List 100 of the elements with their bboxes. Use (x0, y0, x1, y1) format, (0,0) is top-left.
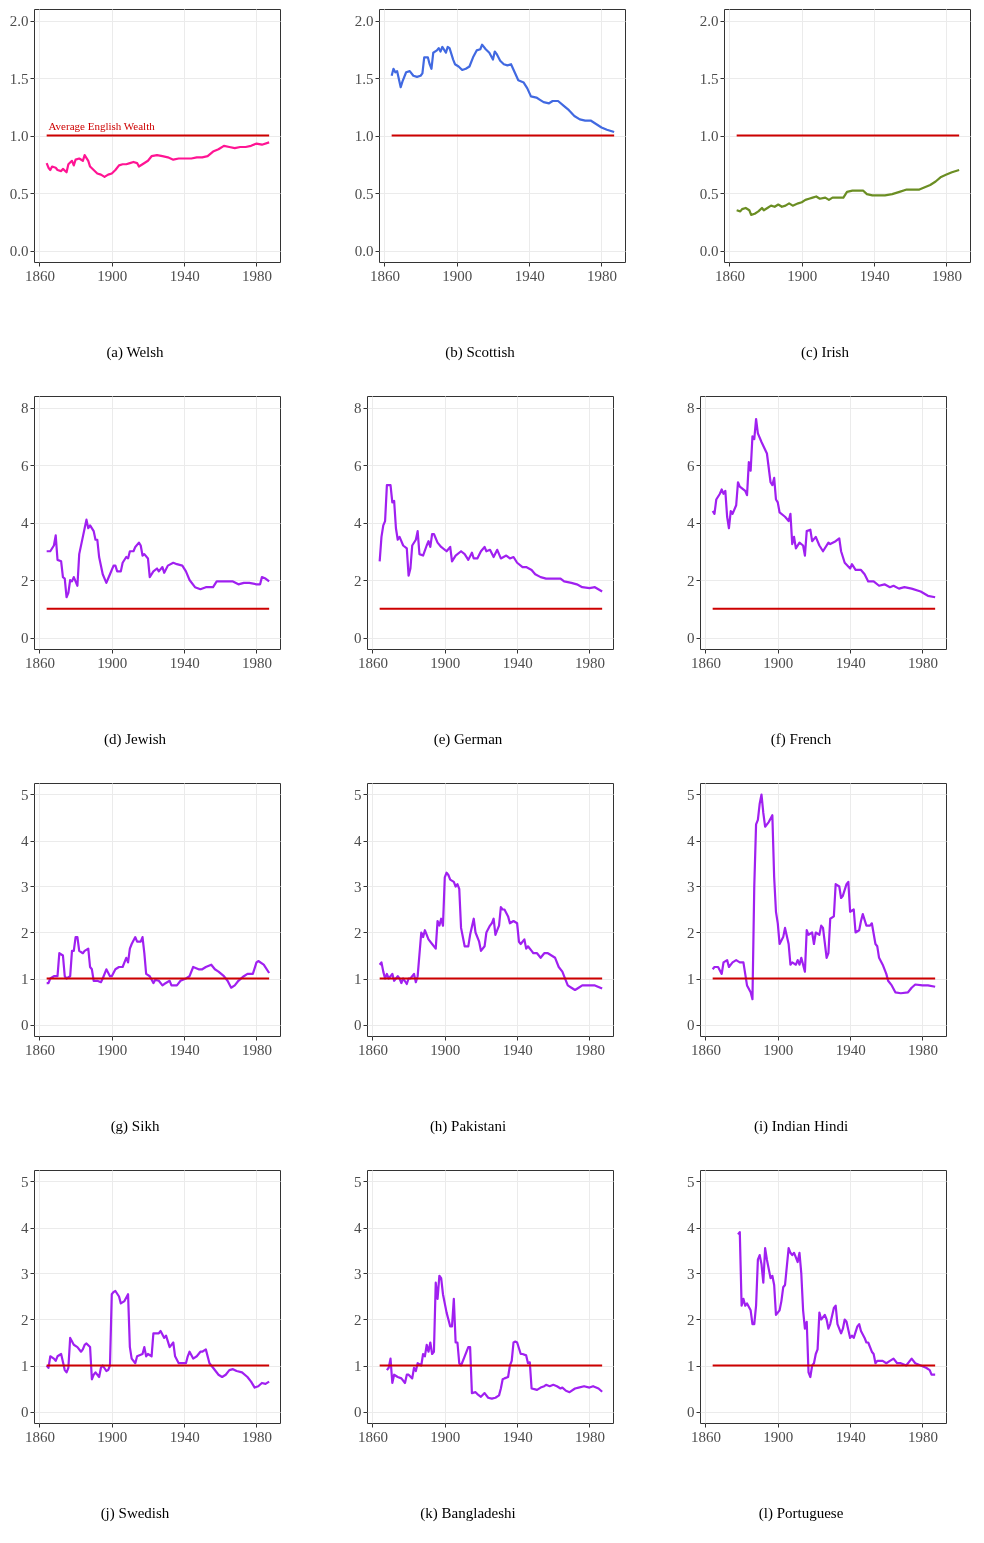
y-tick-label: 1 (687, 1358, 695, 1374)
y-tick-label: 0.5 (699, 185, 719, 202)
text: (h) Pakistani (429, 1118, 507, 1135)
line-series (45, 141, 271, 178)
line-series (736, 1231, 937, 1379)
line-series (735, 168, 961, 216)
text: (c) Irish (801, 344, 850, 361)
y-tick-label: 6 (354, 457, 362, 474)
x-tick-label: 1940 (169, 1428, 200, 1445)
y-tick-label: 0.0 (699, 243, 719, 259)
line-series (711, 793, 937, 1001)
line-series (45, 936, 271, 989)
y-tick-label: 2 (21, 925, 29, 941)
x-tick-label: 1860 (24, 1041, 55, 1058)
y-tick-label: 4 (354, 833, 362, 849)
y-tick-label: 0 (687, 1017, 695, 1033)
text: (f) French (770, 731, 832, 748)
y-tick-label: 3 (21, 879, 29, 895)
text: (g) Sikh (110, 1118, 160, 1135)
x-tick-label: 1980 (907, 1428, 938, 1445)
x-tick-label: 1860 (24, 267, 55, 284)
y-tick-label: 0 (354, 630, 362, 646)
y-tick-label: 2.0 (9, 13, 29, 29)
x-tick-label: 1860 (369, 267, 400, 284)
text: (a) Welsh (106, 344, 165, 361)
y-tick-label: 2 (687, 925, 695, 941)
y-tick-label: 2.0 (699, 13, 719, 29)
y-tick-label: 1 (21, 1358, 29, 1374)
x-tick-label: 1860 (24, 654, 55, 671)
x-tick-label: 1900 (97, 1041, 128, 1058)
x-tick-label: 1900 (430, 1428, 461, 1445)
x-tick-label: 1980 (241, 654, 272, 671)
y-tick-label: 3 (21, 1266, 29, 1282)
y-tick-label: 2.0 (354, 13, 374, 29)
x-tick-label: 1860 (690, 1041, 721, 1058)
y-tick-label: 5 (687, 1174, 695, 1190)
y-tick-label: 1.0 (699, 128, 719, 144)
y-tick-label: 0 (687, 1404, 695, 1420)
text: (e) German (433, 731, 503, 748)
line-series (390, 43, 616, 134)
y-tick-label: 8 (354, 400, 362, 416)
line-series (45, 1289, 271, 1389)
y-tick-label: 1 (354, 971, 362, 987)
x-tick-label: 1900 (787, 267, 818, 284)
text: (b) Scottish (445, 344, 516, 361)
x-tick-label: 1940 (859, 267, 890, 284)
x-tick-label: 1900 (430, 1041, 461, 1058)
line-series (378, 484, 604, 593)
x-tick-label: 1940 (835, 1428, 866, 1445)
x-tick-label: 1940 (514, 267, 545, 284)
y-tick-label: 4 (21, 833, 29, 849)
y-tick-label: 1.0 (354, 128, 374, 144)
x-tick-label: 1980 (241, 1428, 272, 1445)
x-tick-label: 1940 (835, 654, 866, 671)
x-tick-label: 1980 (907, 654, 938, 671)
y-tick-label: 0 (21, 630, 29, 646)
y-tick-label: 1 (687, 971, 695, 987)
y-tick-label: 5 (354, 1174, 362, 1190)
y-tick-label: 1.5 (354, 70, 374, 87)
y-tick-label: 4 (354, 1220, 362, 1236)
x-tick-label: 1940 (169, 1041, 200, 1058)
x-tick-label: 1900 (442, 267, 473, 284)
y-tick-label: 2 (687, 1312, 695, 1328)
y-tick-label: 0.5 (354, 185, 374, 202)
x-tick-label: 1900 (763, 1041, 794, 1058)
y-tick-label: 4 (354, 515, 362, 531)
text: (k) Bangladeshi (420, 1505, 516, 1522)
y-tick-label: 4 (687, 515, 695, 531)
line-series (378, 871, 604, 992)
text: (j) Swedish (100, 1505, 170, 1522)
y-tick-label: 0.0 (9, 243, 29, 259)
y-tick-label: 4 (21, 1220, 29, 1236)
x-tick-label: 1900 (763, 654, 794, 671)
x-tick-label: 1860 (357, 654, 388, 671)
x-tick-label: 1860 (714, 267, 745, 284)
y-tick-label: 5 (687, 787, 695, 803)
line-series (385, 1274, 604, 1400)
text: (d) Jewish (103, 731, 167, 748)
x-tick-label: 1900 (430, 654, 461, 671)
y-tick-label: 2 (354, 572, 362, 589)
y-tick-label: 0.5 (9, 185, 29, 202)
y-tick-label: 3 (687, 879, 695, 895)
annotation: Average English Wealth (48, 119, 156, 132)
x-tick-label: 1980 (931, 267, 962, 284)
x-tick-label: 1940 (502, 1041, 533, 1058)
y-tick-label: 2 (354, 1312, 362, 1328)
y-tick-label: 3 (354, 879, 362, 895)
x-tick-label: 1860 (690, 1428, 721, 1445)
y-tick-label: 3 (354, 1266, 362, 1282)
y-tick-label: 2 (687, 572, 695, 589)
text: (l) Portuguese (758, 1505, 844, 1522)
y-tick-label: 0.0 (354, 243, 374, 259)
y-tick-label: 4 (21, 515, 29, 531)
x-tick-label: 1900 (97, 654, 128, 671)
y-tick-label: 8 (687, 400, 695, 416)
y-tick-label: 2 (21, 1312, 29, 1328)
x-tick-label: 1900 (763, 1428, 794, 1445)
y-tick-label: 1 (21, 971, 29, 987)
y-tick-label: 6 (687, 457, 695, 474)
x-tick-label: 1940 (169, 267, 200, 284)
